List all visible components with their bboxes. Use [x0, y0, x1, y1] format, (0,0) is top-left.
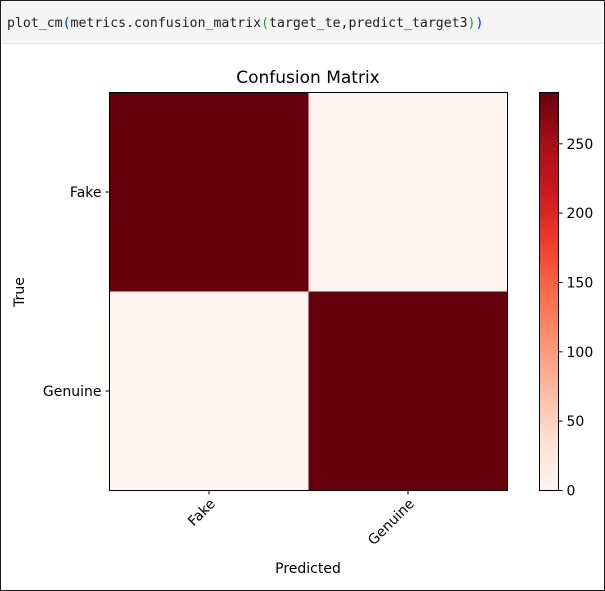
x-axis-label: Predicted: [275, 561, 341, 577]
code-function-name: plot_cm: [7, 16, 63, 31]
colorbar-tick-label: 250: [567, 137, 594, 153]
heatmap-cell-genuine-fake: [109, 291, 309, 491]
y-axis-label: True: [12, 277, 28, 308]
x-tick-label-genuine: Genuine: [365, 496, 418, 549]
code-paren-open-inner: (: [261, 16, 270, 31]
code-arguments: target_te,predict_target3: [269, 16, 468, 31]
colorbar-tick-label: 200: [567, 206, 594, 222]
code-paren-close-outer: ): [475, 16, 484, 31]
colorbar-tick-label: 150: [567, 275, 594, 291]
code-inner-call: metrics.confusion_matrix: [70, 16, 262, 31]
colorbar: [539, 92, 559, 491]
y-axis-ticks: Fake Genuine: [43, 185, 110, 400]
confusion-matrix-chart: Confusion Matrix Fake Genuine Fake Genuine…: [12, 68, 594, 577]
chart-output: Confusion Matrix Fake Genuine Fake Genuine…: [1, 45, 604, 590]
x-tick-label-fake: Fake: [185, 496, 219, 530]
plot-frame: [109, 92, 508, 491]
colorbar-tick-label: 50: [567, 414, 585, 430]
x-axis-ticks: Fake Genuine: [185, 490, 418, 549]
y-tick-label-genuine: Genuine: [43, 384, 102, 400]
code-cell[interactable]: plot_cm(metrics.confusion_matrix(target_…: [2, 2, 603, 44]
code-paren-close-inner: ): [467, 16, 476, 31]
heatmap-cells: [109, 92, 508, 491]
code-paren-open-outer: (: [62, 16, 71, 31]
heatmap-cell-fake-genuine: [308, 92, 508, 292]
colorbar-tick-label: 100: [567, 345, 594, 361]
colorbar-ticks: 0 50 100 150 200 250: [558, 137, 594, 500]
heatmap-cell-fake-fake: [109, 92, 309, 292]
chart-title: Confusion Matrix: [236, 68, 380, 88]
colorbar-tick-label: 0: [567, 484, 576, 500]
y-tick-label-fake: Fake: [70, 185, 102, 201]
heatmap-cell-genuine-genuine: [308, 291, 508, 491]
